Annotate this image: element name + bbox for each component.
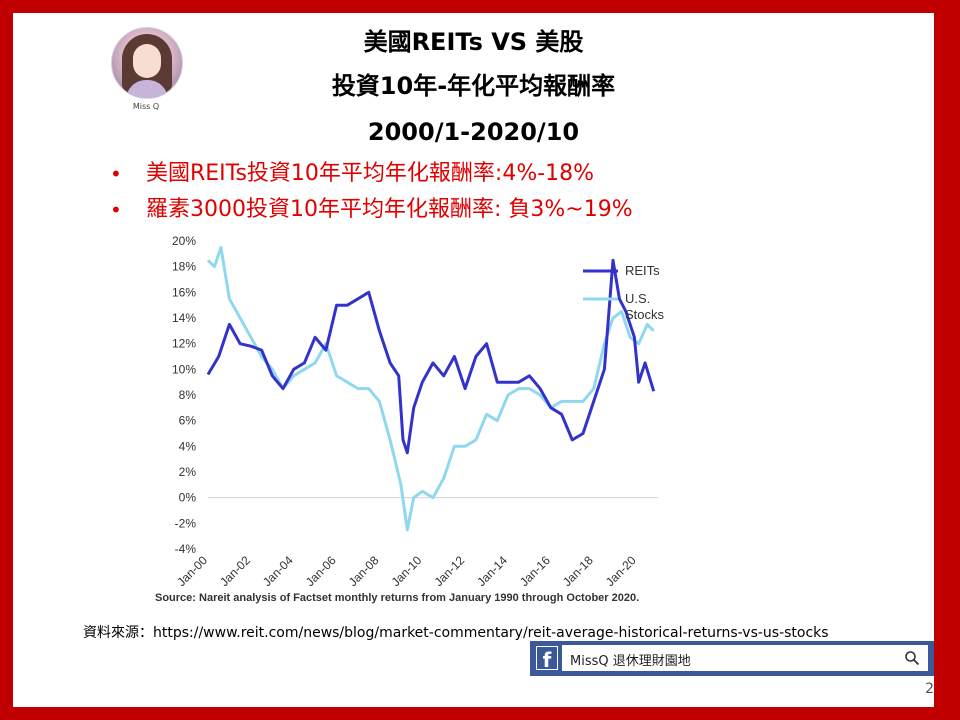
facebook-bar[interactable]: f MissQ 退休理財園地 xyxy=(530,641,934,676)
bullet-russell: 羅素3000投資10年平均年化報酬率: 負3%~19% xyxy=(110,192,633,228)
slide: Miss Q 美國REITs VS 美股 投資10年-年化平均報酬率 2000/… xyxy=(13,13,934,707)
y-tick-label: 18% xyxy=(172,260,196,274)
y-tick-label: 4% xyxy=(179,439,197,453)
avatar xyxy=(111,27,183,99)
y-tick-label: -2% xyxy=(175,516,197,530)
x-tick-label: Jan-08 xyxy=(346,553,382,589)
x-tick-label: Jan-00 xyxy=(174,553,210,589)
facebook-search-box[interactable]: MissQ 退休理財園地 xyxy=(562,645,928,671)
y-tick-label: 12% xyxy=(172,337,196,351)
chart: 20% 18% 16% 14% 12% 10% 8% 6% 4% 2% 0% -2% -4% Jan-00… xyxy=(153,229,803,614)
y-tick-label: 10% xyxy=(172,362,196,376)
series-line-us-stocks xyxy=(206,245,655,532)
x-tick-label: Jan-12 xyxy=(431,553,467,589)
x-tick-label: Jan-18 xyxy=(560,553,596,589)
y-tick-label: -4% xyxy=(175,542,197,556)
bullet-reits: 美國REITs投資10年平均年化報酬率:4%-18% xyxy=(110,156,633,192)
legend-label-us-stocks-2: Stocks xyxy=(625,307,665,322)
x-tick-label: Jan-14 xyxy=(474,553,510,589)
search-icon[interactable] xyxy=(904,650,920,666)
chart-source: Source: Nareit analysis of Factset month… xyxy=(155,592,639,604)
facebook-icon[interactable]: f xyxy=(536,646,558,672)
y-tick-label: 0% xyxy=(179,491,197,505)
x-tick-label: Jan-06 xyxy=(303,553,339,589)
y-tick-label: 8% xyxy=(179,388,197,402)
title-line-2: 投資10年-年化平均報酬率 xyxy=(331,72,616,100)
y-tick-label: 2% xyxy=(179,465,197,479)
y-tick-label: 16% xyxy=(172,285,196,299)
source-note: 資料來源：https://www.reit.com/news/blog/mark… xyxy=(83,625,829,641)
title-line-3: 2000/1-2020/10 xyxy=(367,118,580,146)
x-tick-label: Jan-16 xyxy=(517,553,553,589)
page-number: 2 xyxy=(925,681,934,697)
x-tick-label: Jan-04 xyxy=(260,553,296,589)
y-tick-label: 14% xyxy=(172,311,196,325)
x-tick-label: Jan-02 xyxy=(217,553,253,589)
facebook-page-name: MissQ 退休理財園地 xyxy=(570,654,691,669)
y-tick-label: 6% xyxy=(179,414,197,428)
legend-label-reits: REITs xyxy=(625,263,660,278)
x-tick-label: Jan-10 xyxy=(389,553,425,589)
x-tick-label: Jan-20 xyxy=(603,553,639,589)
bullet-list: 美國REITs投資10年平均年化報酬率:4%-18% 羅素3000投資10年平均… xyxy=(110,156,633,228)
legend-label-us-stocks: U.S. xyxy=(625,291,650,306)
series-line-reits xyxy=(206,258,656,455)
line-chart: 20% 18% 16% 14% 12% 10% 8% 6% 4% 2% 0% -2% -4%Jan-00… xyxy=(155,234,665,604)
avatar-name: Miss Q xyxy=(132,102,160,111)
title-line-1: 美國REITs VS 美股 xyxy=(363,28,584,56)
y-tick-label: 20% xyxy=(172,234,196,248)
